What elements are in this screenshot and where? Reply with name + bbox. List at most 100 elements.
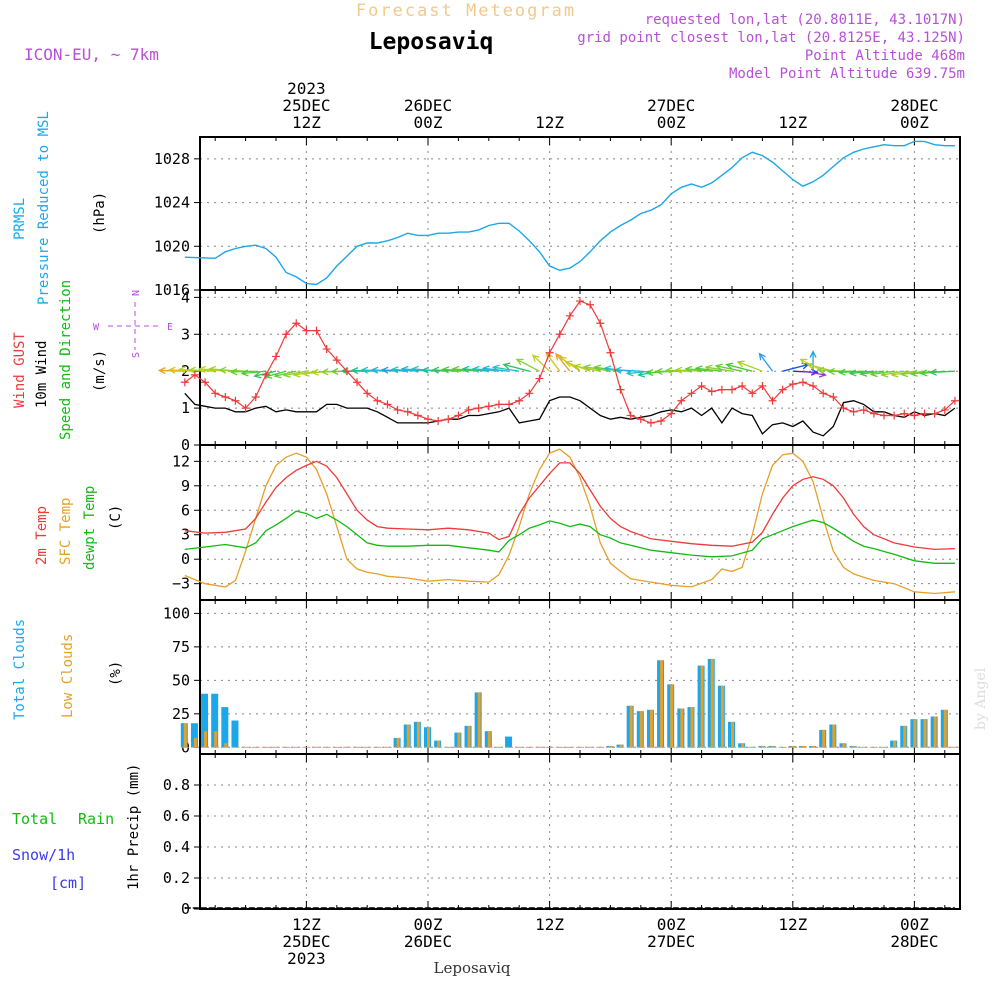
- y-tick-label: 50: [172, 671, 190, 689]
- requested-coords: requested lon,lat (20.8011E, 43.1017N): [645, 12, 965, 28]
- model-label: ICON-EU, ~ 7km: [24, 45, 159, 64]
- top-time-label: 2023: [287, 79, 326, 98]
- wind-gust-point: [768, 396, 777, 405]
- wind-gust-point: [758, 381, 767, 390]
- pressure-labels: PRMSL Pressure Reduced to MSL (hPa): [12, 111, 108, 305]
- top-time-label: 00Z: [657, 113, 686, 132]
- location-title: Leposaviq: [369, 29, 494, 55]
- precip-label-axis: 1hr Precip (mm): [126, 764, 142, 890]
- compass-north: N: [131, 290, 142, 296]
- wind-gust-point: [565, 311, 574, 320]
- low-clouds-bar: [741, 743, 745, 748]
- wind-gust-point: [677, 396, 686, 405]
- y-tick-label: 0.8: [163, 776, 190, 794]
- temperature-panel: −3 0 3 6 9 12: [172, 444, 961, 601]
- wind-direction-arrow: [880, 370, 905, 378]
- low-clouds-bar: [842, 743, 846, 748]
- y-tick-label: 1020: [154, 237, 190, 255]
- y-tick-label: 3: [181, 526, 190, 544]
- wind-gust-point: [474, 404, 483, 413]
- low-clouds-bar: [639, 711, 643, 748]
- bottom-time-label: 28DEC: [890, 932, 938, 951]
- bottom-time-label: 25DEC: [282, 932, 330, 951]
- low-clouds-bar: [396, 737, 400, 748]
- top-time-label: 28DEC: [890, 96, 938, 115]
- wind-gust-point: [201, 378, 210, 387]
- wind-gust-point: [211, 389, 220, 398]
- low-clouds-bar: [214, 731, 218, 748]
- y-tick-label: 3: [181, 325, 190, 343]
- wind-gust-point: [728, 385, 736, 394]
- wind-gust-point: [930, 409, 939, 418]
- low-clouds-bar: [660, 660, 664, 748]
- wind-direction-arrow: [869, 370, 895, 378]
- precip-label-snow: Snow/1h: [12, 846, 75, 864]
- compass-rose: N S W E: [93, 290, 173, 358]
- low-clouds-bar: [832, 724, 836, 748]
- wind-direction-arrow: [929, 368, 955, 376]
- wind-gust-point: [616, 385, 625, 394]
- y-tick-label: 1: [181, 399, 190, 417]
- point-altitude: Point Altitude 468m: [805, 48, 965, 64]
- wind-direction-arrow: [837, 368, 864, 376]
- wind-gust-point: [920, 409, 929, 418]
- low-clouds-bar: [427, 727, 430, 748]
- cloud-label-unit: (%): [108, 661, 124, 686]
- wind-gust-point: [596, 319, 605, 328]
- wind-direction-arrow: [725, 362, 753, 372]
- wind-gust-point: [869, 409, 878, 418]
- total-clouds-bar: [505, 736, 513, 748]
- temp-label-2m: 2m Temp: [34, 506, 50, 565]
- wind-gust-point: [322, 345, 331, 354]
- wind-gust-point: [464, 405, 473, 414]
- wind-gust-point: [798, 378, 807, 387]
- wind-gust-point: [393, 405, 402, 414]
- y-tick-label: 0: [181, 900, 190, 918]
- wind-gust-point: [839, 404, 848, 413]
- low-clouds-bar: [204, 731, 208, 748]
- wind-gust-point: [363, 389, 372, 398]
- wind-gust-point: [454, 411, 463, 420]
- wind-gust-point: [626, 411, 635, 420]
- wind-gust-point: [484, 402, 493, 411]
- y-tick-label: 9: [181, 477, 190, 495]
- compass-east: E: [167, 322, 173, 333]
- wind-direction-arrow: [859, 369, 885, 377]
- temp-label-sfc: SFC Temp: [58, 498, 74, 565]
- wind-gust-point: [373, 396, 382, 405]
- y-tick-label: 100: [163, 604, 190, 622]
- precip-label-rain: Rain: [78, 810, 114, 828]
- wind-gust-point: [434, 417, 443, 426]
- 2m-temp-line: [184, 460, 955, 551]
- y-tick-label: 25: [172, 705, 190, 723]
- wind-direction-arrow: [240, 369, 266, 377]
- y-tick-label: 6: [181, 501, 190, 519]
- bottom-time-label: 2023: [287, 949, 326, 968]
- wind-direction-arrow: [491, 364, 520, 372]
- wind-direction-arrow: [273, 370, 297, 379]
- wind-gust-point: [859, 405, 868, 414]
- total-clouds-bar: [190, 723, 198, 748]
- bottom-time-label: 12Z: [292, 915, 321, 934]
- wind-gust-point: [717, 385, 726, 394]
- wind-gust-point: [576, 297, 584, 306]
- temp-label-unit: (C): [108, 505, 124, 530]
- wind-gust-point: [849, 407, 858, 416]
- bottom-time-label: 12Z: [535, 915, 564, 934]
- wind-gust-point: [180, 378, 189, 387]
- low-clouds-bar: [710, 658, 714, 748]
- total-clouds-bar: [201, 693, 209, 748]
- low-clouds-bar: [801, 745, 805, 748]
- y-tick-label: 12: [172, 452, 190, 470]
- low-clouds-bar: [406, 724, 410, 748]
- y-tick-label: 0.4: [163, 838, 190, 856]
- bottom-time-label: 26DEC: [404, 932, 452, 951]
- wind-panel: 01234: [157, 288, 961, 454]
- wind-label-unit: (m/s): [92, 350, 108, 392]
- wind-gust-point: [231, 396, 240, 405]
- wind-gust-point: [272, 352, 280, 361]
- precipitation-panel: 0 0.2 0.4 0.6 0.8: [163, 753, 961, 918]
- wind-gust-point: [748, 389, 757, 398]
- low-clouds-bar: [923, 719, 927, 748]
